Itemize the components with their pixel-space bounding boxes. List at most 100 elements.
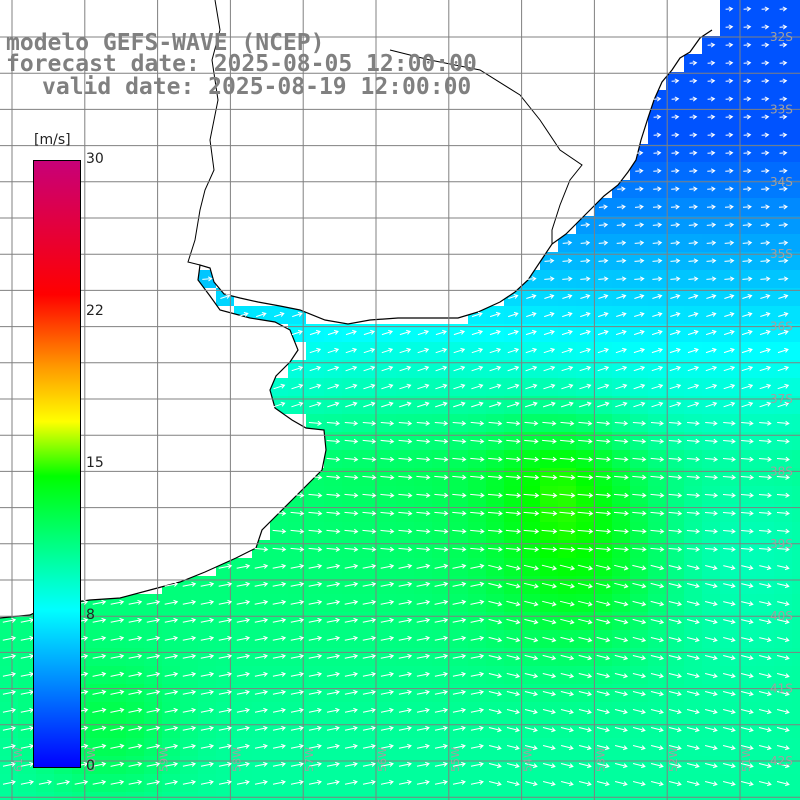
wind-arrow [580, 258, 591, 264]
wind-arrow [723, 383, 736, 390]
wind-arrow [652, 222, 663, 228]
wind-arrow [200, 653, 215, 659]
wind-arrow [416, 546, 431, 552]
wind-arrow [650, 655, 665, 661]
wind-arrow [380, 492, 395, 498]
wind-arrow [725, 6, 734, 12]
wind-arrow [597, 365, 610, 372]
wind-arrow [597, 383, 610, 390]
wind-arrow [562, 258, 573, 264]
wind-arrow [577, 474, 594, 480]
wind-arrow [742, 312, 753, 317]
wind-arrow [725, 78, 734, 84]
wind-arrow [542, 618, 557, 625]
latitude-label: 42S [770, 754, 793, 768]
wind-arrow [290, 528, 305, 534]
land-area [0, 0, 713, 619]
wind-arrow [218, 743, 232, 749]
wind-arrow [761, 42, 770, 48]
wind-arrow [743, 150, 752, 156]
wind-arrow [704, 528, 718, 534]
wind-arrow [686, 438, 700, 444]
wind-arrow [598, 294, 609, 299]
wind-arrow [218, 563, 233, 569]
wind-arrow [471, 365, 484, 372]
wind-arrow [236, 563, 251, 569]
wind-speed-cell [144, 792, 162, 800]
wind-arrow [722, 691, 736, 697]
wind-arrow [670, 294, 681, 299]
wind-arrow [254, 563, 269, 569]
wind-arrow [632, 655, 646, 661]
wind-arrow [272, 689, 287, 695]
wind-arrow [776, 745, 790, 751]
wind-arrow [487, 510, 503, 516]
wind-arrow [614, 745, 628, 751]
wind-arrow [686, 619, 700, 625]
wind-arrow [362, 420, 377, 426]
wind-arrow [489, 311, 501, 318]
wind-speed-cell [792, 540, 800, 558]
wind-arrow [524, 781, 538, 787]
wind-arrow [596, 456, 611, 462]
wind-arrow [707, 42, 716, 48]
wind-arrow [488, 618, 503, 625]
wind-arrow [380, 474, 395, 480]
wind-arrow [470, 725, 484, 731]
longitude-label: 56W [376, 747, 389, 772]
wind-arrow [507, 383, 520, 390]
wind-arrow [182, 689, 197, 695]
wind-arrow [523, 528, 540, 534]
wind-speed-cell [414, 792, 432, 800]
longitude-label: 59W [158, 747, 171, 772]
wind-arrow [560, 781, 574, 787]
wind-arrow [722, 781, 736, 787]
wind-arrow [470, 635, 485, 641]
wind-arrow [416, 689, 431, 695]
wind-arrow [272, 581, 287, 587]
wind-arrow [291, 329, 303, 336]
wind-arrow [741, 619, 754, 625]
wind-arrow [506, 401, 520, 408]
wind-arrow [434, 653, 449, 659]
wind-arrow [110, 599, 125, 605]
wind-arrow [452, 707, 467, 713]
wind-arrow [580, 240, 591, 246]
wind-arrow [613, 492, 629, 498]
wind-arrow [290, 761, 304, 767]
wind-arrow [453, 365, 466, 372]
latitude-label: 34S [770, 175, 793, 189]
wind-arrow [505, 456, 521, 462]
wind-speed-cell [792, 180, 800, 198]
latitude-label: 36S [770, 320, 793, 334]
wind-arrow [543, 365, 556, 372]
wind-arrow [689, 96, 698, 102]
wind-arrow [653, 186, 662, 192]
wind-arrow [92, 599, 107, 605]
wind-arrow [686, 510, 701, 516]
wind-arrow [128, 707, 143, 713]
wind-arrow [344, 474, 359, 480]
wind-arrow [254, 581, 269, 587]
wind-arrow [669, 347, 681, 354]
wind-arrow [578, 763, 592, 769]
wind-arrow [489, 329, 501, 336]
wind-arrow [471, 401, 484, 408]
wind-speed-cell [792, 594, 800, 612]
wind-arrow [344, 438, 359, 444]
wind-arrow [326, 528, 341, 534]
wind-arrow [362, 563, 377, 569]
wind-arrow [653, 168, 662, 174]
wind-arrow [164, 743, 179, 749]
wind-arrow [705, 365, 718, 372]
wind-arrow [345, 383, 358, 390]
wind-arrow [686, 727, 700, 733]
wind-arrow [597, 329, 609, 336]
wind-arrow [254, 599, 269, 605]
wind-arrow [650, 709, 664, 715]
wind-arrow [416, 528, 431, 534]
wind-arrow [668, 655, 682, 661]
wind-arrow [579, 365, 592, 372]
wind-speed-cell [792, 18, 800, 36]
wind-arrow [380, 707, 394, 713]
